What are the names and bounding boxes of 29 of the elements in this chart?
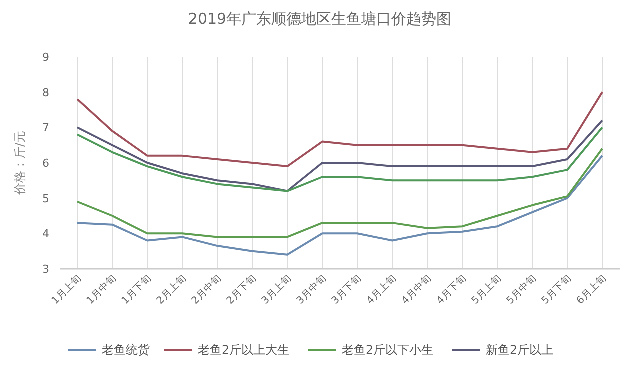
x-tick-label: 4月中旬 bbox=[399, 272, 434, 307]
legend-label: 老鱼统货 bbox=[102, 343, 150, 357]
x-tick-label: 4月上旬 bbox=[364, 272, 399, 307]
legend-label: 新鱼2斤以上 bbox=[486, 343, 554, 357]
y-tick-label: 6 bbox=[42, 157, 50, 170]
x-tick-label: 2月上旬 bbox=[154, 272, 189, 307]
x-tick-label: 6月上旬 bbox=[574, 272, 609, 307]
legend-label: 老鱼2斤以下小生 bbox=[342, 343, 434, 357]
x-tick-label: 3月中旬 bbox=[294, 272, 329, 307]
x-tick-label: 5月中旬 bbox=[504, 272, 539, 307]
y-tick-label: 9 bbox=[42, 51, 50, 64]
x-tick-label: 1月中旬 bbox=[84, 272, 119, 307]
y-tick-label: 8 bbox=[42, 86, 50, 100]
legend-label: 老鱼2斤以上大生 bbox=[198, 343, 290, 357]
x-tick-label: 2月中旬 bbox=[189, 272, 224, 307]
chart-title: 2019年广东顺德地区生鱼塘口价趋势图 bbox=[188, 10, 452, 28]
x-tick-label: 1月下旬 bbox=[119, 272, 154, 307]
x-tick-label: 3月上旬 bbox=[259, 272, 294, 307]
y-tick-label: 5 bbox=[42, 192, 50, 206]
x-tick-label: 3月下旬 bbox=[329, 272, 364, 307]
x-tick-label: 5月下旬 bbox=[539, 272, 574, 307]
x-tick-label: 2月下旬 bbox=[224, 272, 259, 307]
y-tick-label: 3 bbox=[42, 263, 50, 276]
x-tick-label: 4月下旬 bbox=[434, 272, 469, 307]
y-tick-label: 4 bbox=[42, 228, 50, 241]
x-tick-label: 1月上旬 bbox=[49, 272, 84, 307]
x-tick-label: 5月上旬 bbox=[469, 272, 504, 307]
y-tick-label: 7 bbox=[42, 122, 50, 135]
y-axis-title: 价格：斤/元 bbox=[13, 130, 27, 196]
